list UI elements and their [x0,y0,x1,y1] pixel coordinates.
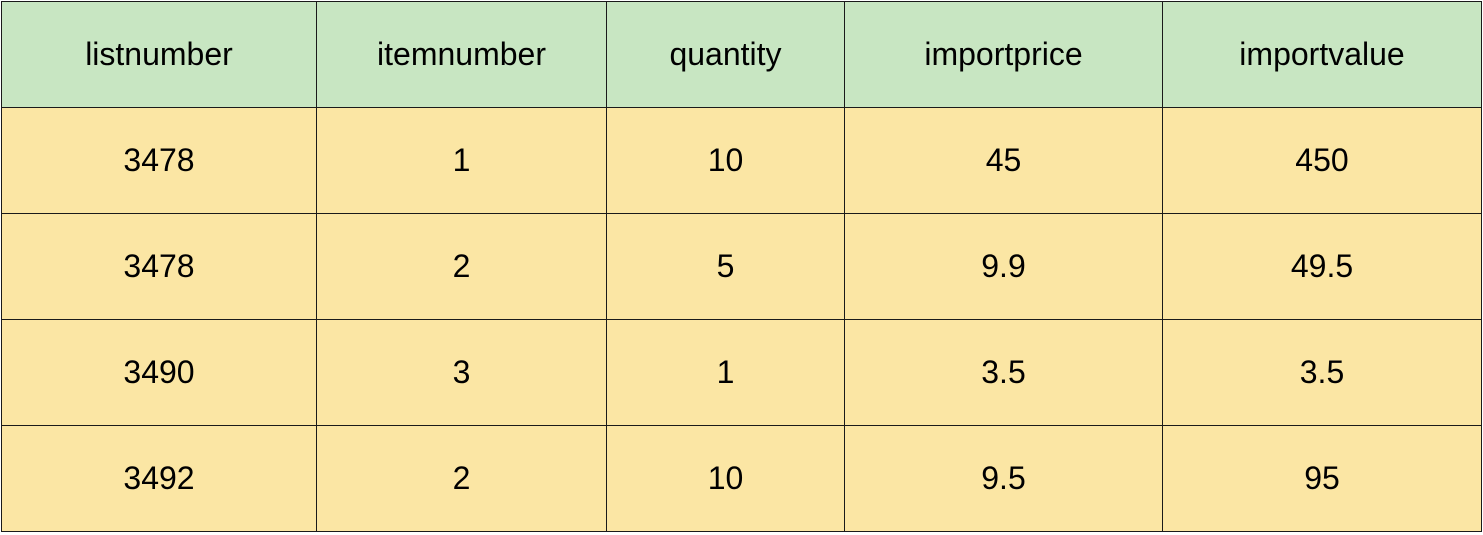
column-header-itemnumber: itemnumber [316,1,607,108]
column-header-listnumber: listnumber [1,1,317,108]
table-cell: 49.5 [1162,213,1482,320]
table-cell: 3490 [1,319,317,426]
table-cell: 450 [1162,107,1482,214]
table-cell: 3478 [1,107,317,214]
table-cell: 2 [316,213,607,320]
table-cell: 45 [844,107,1163,214]
table-cell: 9.5 [844,425,1163,532]
table-cell: 3 [316,319,607,426]
table-cell: 3.5 [844,319,1163,426]
table-cell: 9.9 [844,213,1163,320]
table-cell: 2 [316,425,607,532]
table-cell: 95 [1162,425,1482,532]
column-header-importvalue: importvalue [1162,1,1482,108]
table-header: listnumber itemnumber quantity importpri… [1,1,1482,108]
table-row: 3478 1 10 45 450 [1,107,1482,214]
table-row: 3478 2 5 9.9 49.5 [1,213,1482,320]
column-header-importprice: importprice [844,1,1163,108]
table-cell: 3492 [1,425,317,532]
table-cell: 3478 [1,213,317,320]
table-row: 3492 2 10 9.5 95 [1,425,1482,532]
table-body: 3478 1 10 45 450 3478 2 5 9.9 49.5 3490 … [1,107,1482,532]
table-cell: 1 [606,319,845,426]
column-header-quantity: quantity [606,1,845,108]
table-cell: 10 [606,425,845,532]
table-row: 3490 3 1 3.5 3.5 [1,319,1482,426]
table-cell: 3.5 [1162,319,1482,426]
header-row: listnumber itemnumber quantity importpri… [1,1,1482,108]
table-cell: 1 [316,107,607,214]
table-cell: 10 [606,107,845,214]
table-cell: 5 [606,213,845,320]
